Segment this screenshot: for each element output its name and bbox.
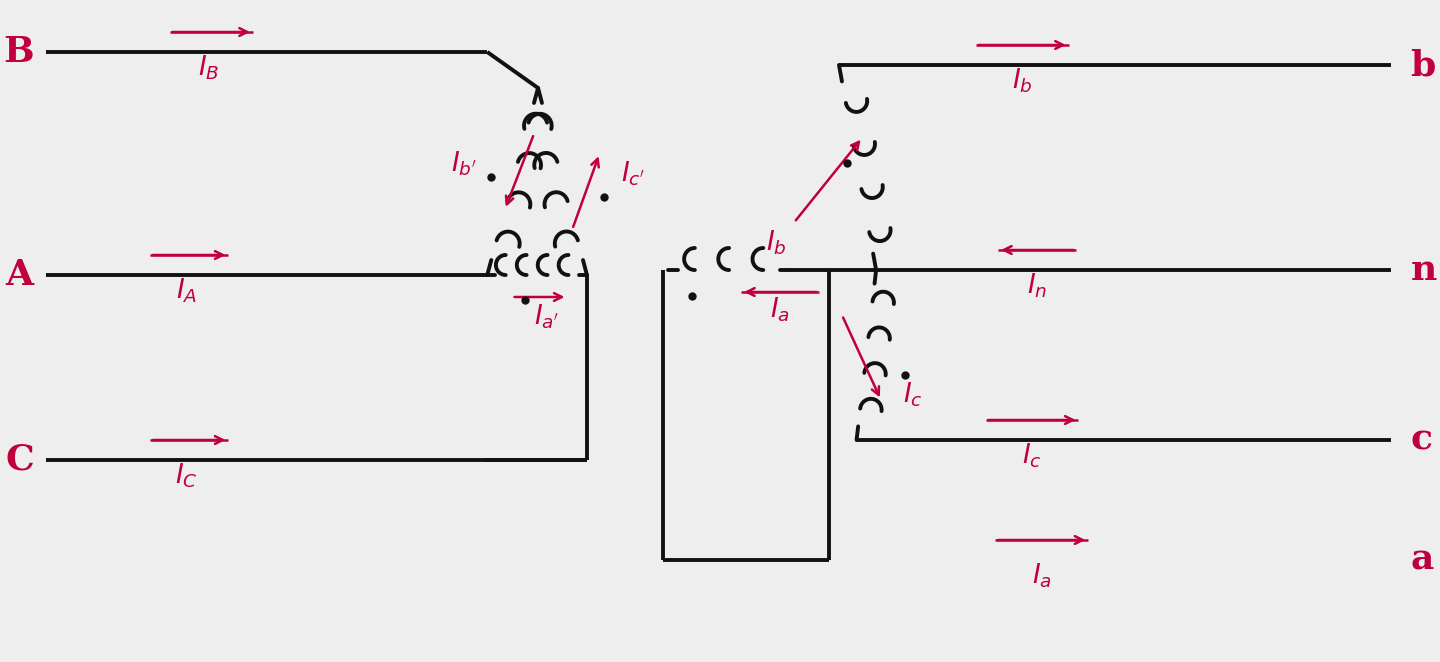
Text: b: b bbox=[1411, 48, 1436, 82]
Text: a: a bbox=[1411, 543, 1434, 577]
Text: $I_{b'}$: $I_{b'}$ bbox=[451, 149, 477, 178]
Text: $I_C$: $I_C$ bbox=[176, 462, 197, 491]
Text: $I_{c'}$: $I_{c'}$ bbox=[621, 160, 645, 188]
Text: $I_a$: $I_a$ bbox=[1032, 562, 1051, 591]
Text: $I_c$: $I_c$ bbox=[903, 381, 923, 409]
Text: $I_b$: $I_b$ bbox=[766, 228, 786, 257]
Text: $I_a$: $I_a$ bbox=[770, 296, 791, 324]
Text: $I_A$: $I_A$ bbox=[176, 277, 197, 305]
Text: $I_c$: $I_c$ bbox=[1022, 442, 1041, 470]
Text: $I_B$: $I_B$ bbox=[199, 54, 219, 82]
Text: A: A bbox=[6, 258, 35, 292]
Text: $I_b$: $I_b$ bbox=[1012, 67, 1032, 95]
Text: n: n bbox=[1411, 253, 1437, 287]
Text: $I_n$: $I_n$ bbox=[1027, 271, 1047, 301]
Text: B: B bbox=[3, 35, 35, 69]
Text: c: c bbox=[1411, 423, 1433, 457]
Text: C: C bbox=[6, 443, 35, 477]
Text: $I_{a'}$: $I_{a'}$ bbox=[534, 303, 560, 331]
